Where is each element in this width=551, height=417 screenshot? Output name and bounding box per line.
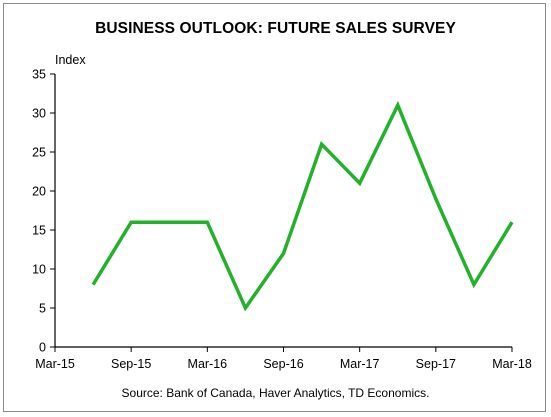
y-tick-label: 5 [39,302,46,316]
chart-frame [3,3,546,412]
x-ticks-group: Mar-15 Sep-15 Mar-16 Sep-16 Mar-17 Sep-17 Mar-… [35,347,532,371]
x-tick-label: Sep-17 [416,357,456,371]
series-group [91,100,514,312]
y-ticks-group: 0 5 10 15 20 25 30 35 [32,68,55,355]
y-tick-label: 25 [32,146,46,160]
y-tick-label: 20 [32,185,46,199]
x-tick-label: Mar-17 [340,357,380,371]
x-tick-label: Sep-15 [111,357,151,371]
y-tick-label: 35 [32,68,46,82]
x-tick-label: Sep-16 [263,357,303,371]
x-tick-label: Mar-16 [188,357,228,371]
source-note: Source: Bank of Canada, Haver Analytics,… [121,386,430,400]
y-tick-label: 10 [32,263,46,277]
x-tick-label: Mar-18 [492,357,532,371]
chart-title: BUSINESS OUTLOOK: FUTURE SALES SURVEY [95,20,456,37]
y-axis-label: Index [55,53,86,67]
series-line [91,100,514,312]
y-tick-label: 30 [32,107,46,121]
x-tick-label: Mar-15 [35,357,75,371]
y-tick-label: 15 [32,224,46,238]
y-tick-label: 0 [39,341,46,355]
